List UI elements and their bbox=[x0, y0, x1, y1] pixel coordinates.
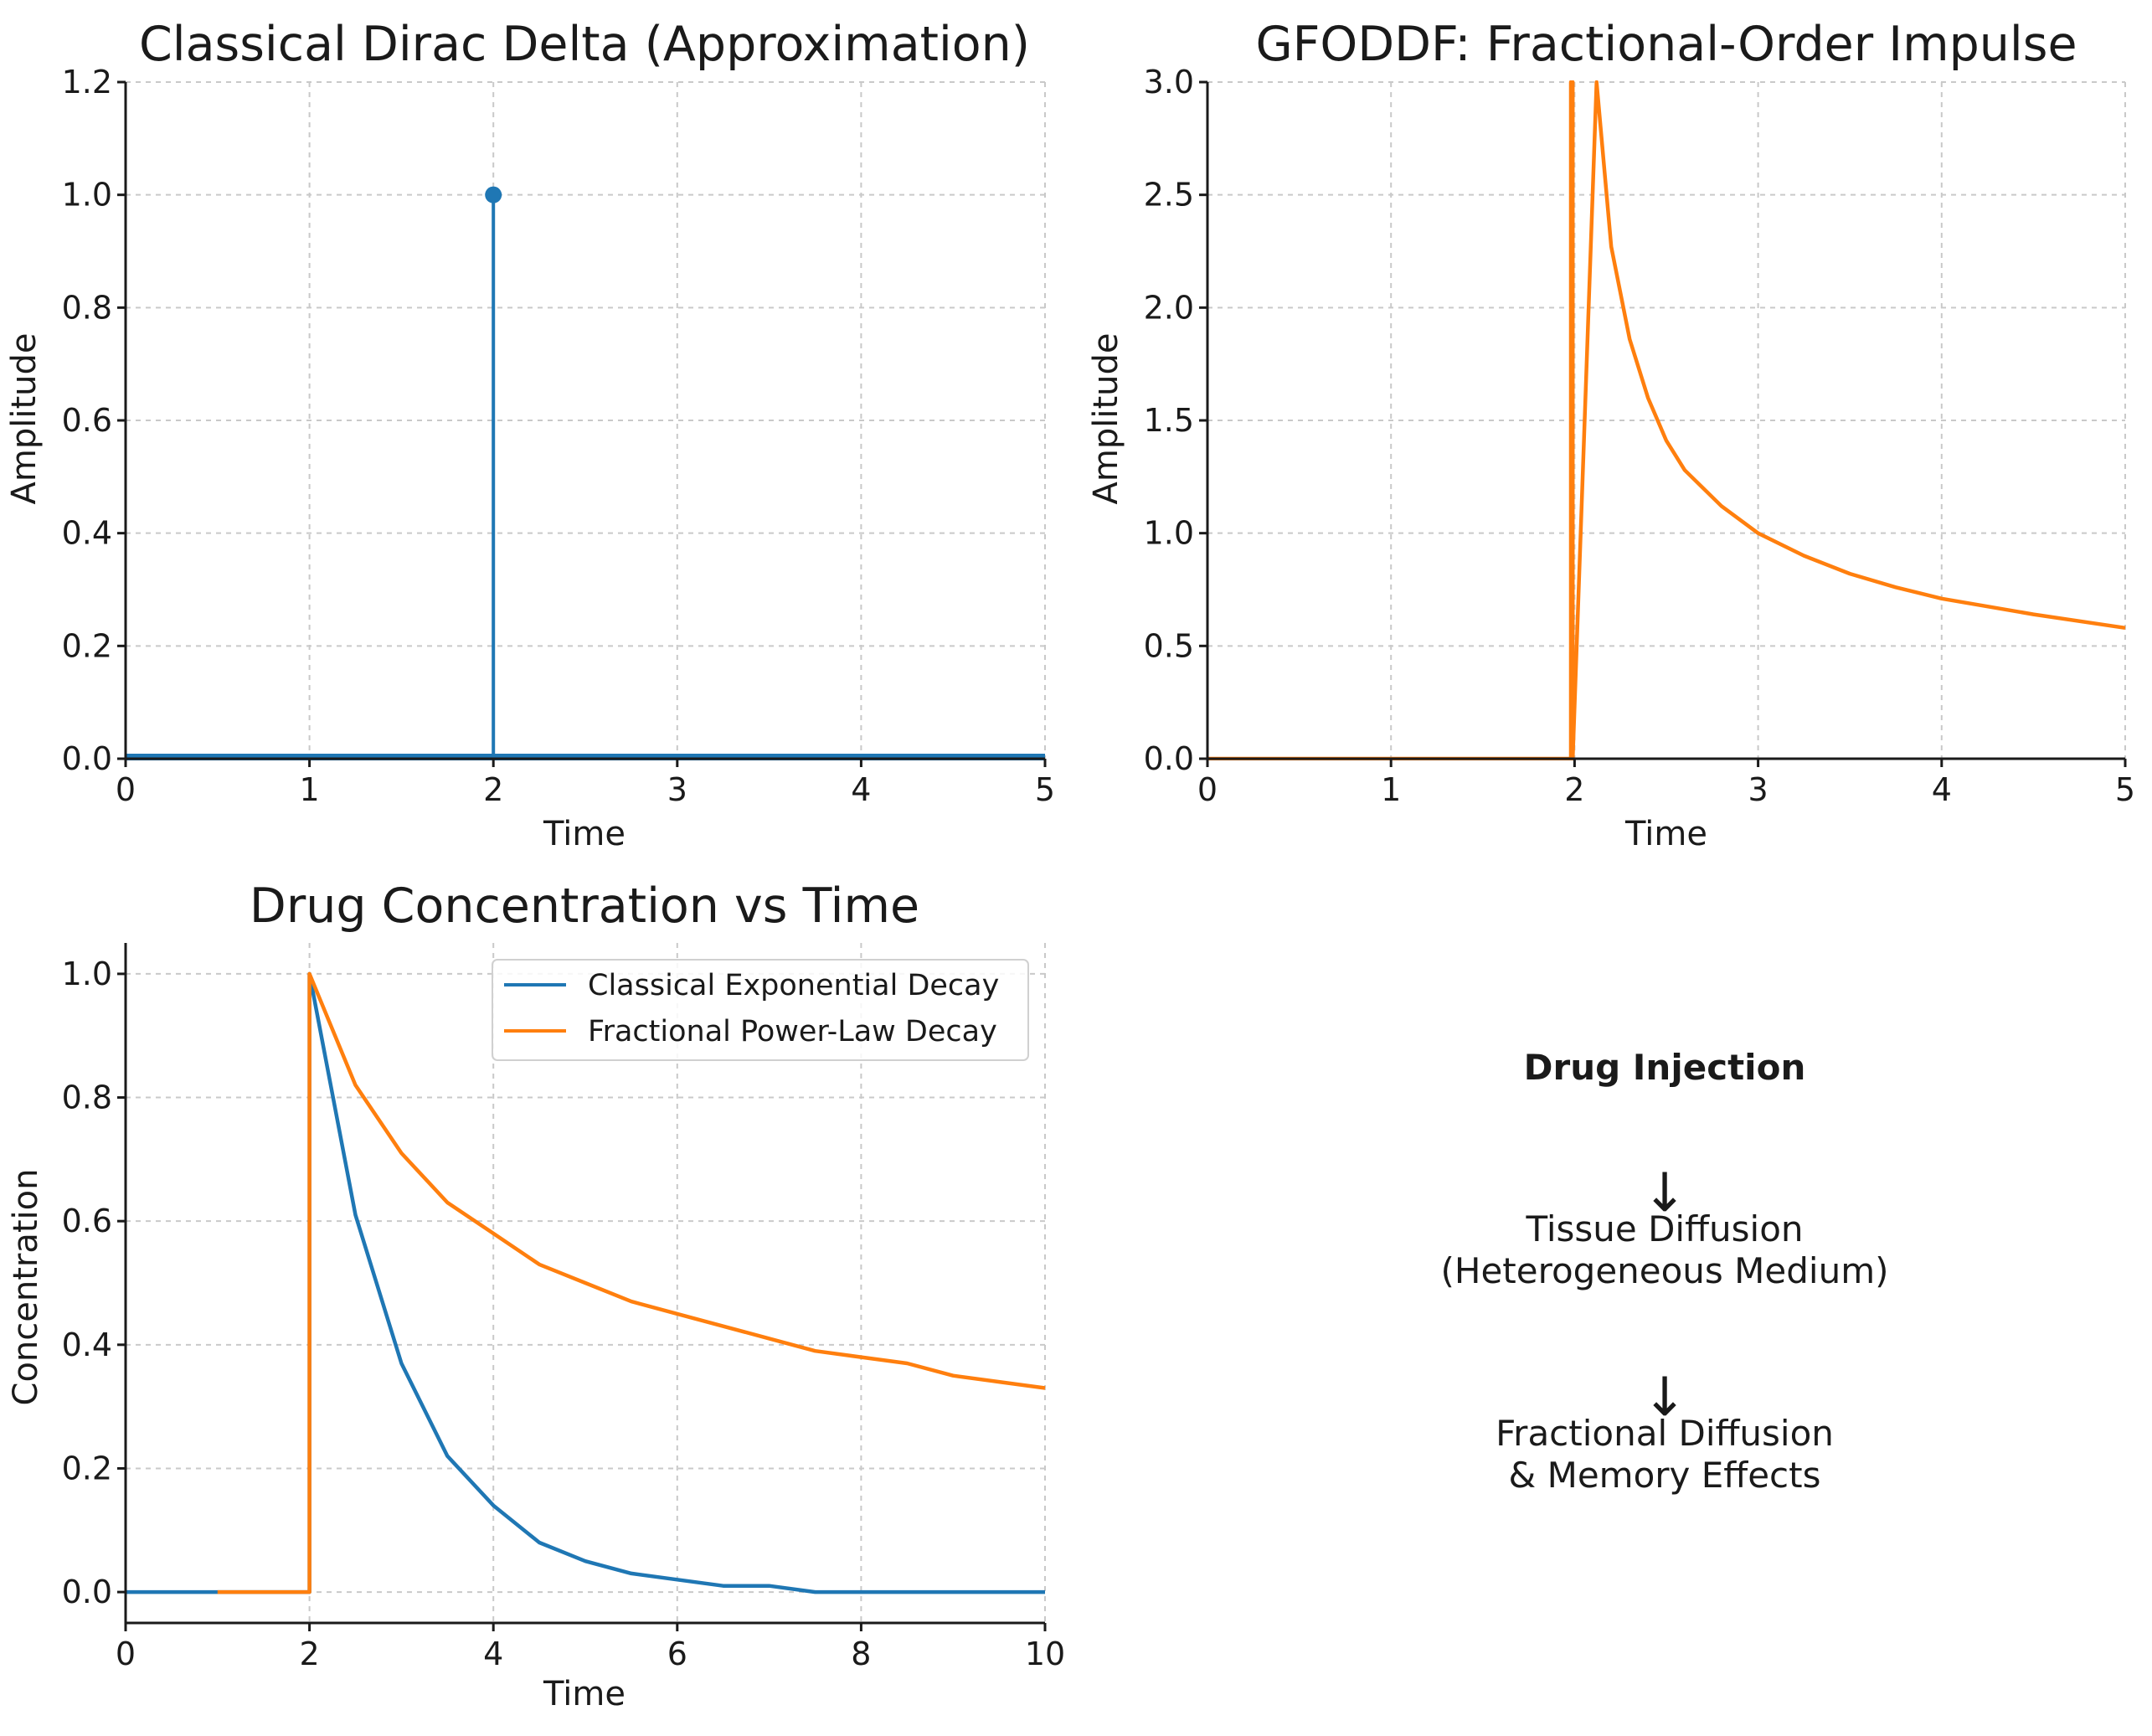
chart-ticks: 0 2 4 6 8 10 0.0 0.2 0.4 0.6 0.8 1.0 bbox=[62, 956, 1066, 1672]
x-tick-label: 5 bbox=[1035, 771, 1055, 808]
chart-title: Drug Concentration vs Time bbox=[250, 878, 919, 934]
chart-title: GFODDF: Fractional-Order Impulse bbox=[1255, 17, 2077, 72]
legend: Classical Exponential Decay Fractional P… bbox=[492, 959, 1029, 1061]
flow-step-tissue-diffusion-detail: (Heterogeneous Medium) bbox=[1441, 1250, 1889, 1291]
flow-step-memory-effects: & Memory Effects bbox=[1508, 1455, 1820, 1496]
y-tick-label: 1.0 bbox=[1144, 515, 1194, 552]
flow-diagram: Drug Injection ↓ Tissue Diffusion (Heter… bbox=[1441, 1047, 1889, 1496]
x-tick-label: 4 bbox=[483, 1636, 503, 1672]
y-axis-label: Amplitude bbox=[5, 333, 44, 505]
x-tick-label: 5 bbox=[2115, 771, 2135, 808]
chart-series-group bbox=[126, 186, 1045, 760]
series-line-2 bbox=[217, 971, 1046, 1594]
chart-grid bbox=[1207, 81, 2126, 760]
x-tick-label: 4 bbox=[851, 771, 871, 808]
chart-axes bbox=[1206, 82, 2125, 760]
y-tick-label: 0.4 bbox=[62, 515, 112, 552]
flow-step-tissue-diffusion: Tissue Diffusion bbox=[1525, 1208, 1803, 1249]
x-tick-label: 3 bbox=[667, 771, 687, 808]
chart-dirac-delta: Classical Dirac Delta (Approximation) 0 1… bbox=[5, 17, 1055, 853]
flow-step-fractional-diffusion: Fractional Diffusion bbox=[1496, 1413, 1834, 1454]
y-tick-label: 2.5 bbox=[1144, 177, 1194, 214]
y-axis-label: Amplitude bbox=[1087, 333, 1125, 505]
y-tick-label: 0.5 bbox=[1144, 627, 1194, 664]
x-tick-label: 2 bbox=[483, 771, 503, 808]
y-tick-label: 0.6 bbox=[62, 1203, 112, 1239]
x-tick-label: 10 bbox=[1025, 1636, 1065, 1672]
chart-title: Classical Dirac Delta (Approximation) bbox=[139, 17, 1030, 72]
x-axis-label: Time bbox=[1624, 815, 1707, 853]
stem-marker bbox=[485, 186, 502, 203]
chart-gfoddf: GFODDF: Fractional-Order Impulse 0 1 2 3 4 50… bbox=[1087, 17, 2135, 853]
x-tick-label: 2 bbox=[300, 1636, 320, 1672]
y-axis-label: Concentration bbox=[7, 1169, 45, 1406]
x-tick-label: 1 bbox=[300, 771, 320, 808]
chart-ticks: 0 1 2 3 4 5 0.0 0.5 1.0 1.5 2.0 2.5 3.0 bbox=[1144, 64, 2136, 808]
x-tick-label: 0 bbox=[1197, 771, 1218, 808]
y-tick-label: 3.0 bbox=[1144, 64, 1194, 100]
y-tick-label: 1.0 bbox=[62, 177, 112, 214]
y-tick-label: 0.2 bbox=[62, 627, 112, 664]
chart-axes bbox=[124, 943, 1045, 1625]
y-tick-label: 0.0 bbox=[1144, 740, 1194, 777]
x-tick-label: 8 bbox=[851, 1636, 871, 1672]
chart-grid bbox=[125, 81, 1046, 760]
x-tick-label: 2 bbox=[1564, 771, 1584, 808]
legend-label: Classical Exponential Decay bbox=[588, 969, 999, 1002]
y-tick-label: 1.2 bbox=[62, 64, 112, 100]
y-tick-label: 1.0 bbox=[62, 956, 112, 992]
y-tick-label: 0.0 bbox=[62, 1574, 112, 1610]
y-tick-label: 0.4 bbox=[62, 1326, 112, 1363]
y-tick-label: 0.8 bbox=[62, 289, 112, 326]
chart-series-group bbox=[126, 971, 1046, 1594]
x-axis-label: Time bbox=[543, 1675, 626, 1713]
legend-box bbox=[492, 959, 1029, 1061]
y-tick-label: 2.0 bbox=[1144, 289, 1194, 326]
x-tick-label: 3 bbox=[1748, 771, 1768, 808]
down-arrow-icon: ↓ bbox=[1642, 1162, 1687, 1224]
series-line-1 bbox=[126, 971, 1045, 1594]
y-tick-label: 0.8 bbox=[62, 1079, 112, 1116]
y-tick-label: 0.6 bbox=[62, 402, 112, 439]
x-tick-label: 0 bbox=[116, 1636, 136, 1672]
chart-series-group bbox=[1207, 80, 2126, 760]
x-tick-label: 1 bbox=[1381, 771, 1401, 808]
series-line-1 bbox=[1207, 80, 2126, 760]
chart-ticks: 0 1 2 3 4 5 0.0 0.2 0.4 0.6 0.8 1.0 1.2 bbox=[62, 64, 1056, 808]
chart-drug-concentration: Drug Concentration vs Time 0 2 4 6 8 10 0.0 0.2… bbox=[7, 878, 1065, 1713]
y-tick-label: 0.2 bbox=[62, 1450, 112, 1486]
x-tick-label: 4 bbox=[1932, 771, 1952, 808]
x-tick-label: 0 bbox=[116, 771, 136, 808]
x-axis-label: Time bbox=[543, 815, 626, 853]
down-arrow-icon: ↓ bbox=[1642, 1367, 1687, 1429]
legend-label: Fractional Power-Law Decay bbox=[588, 1015, 997, 1048]
x-tick-label: 6 bbox=[667, 1636, 687, 1672]
y-tick-label: 1.5 bbox=[1144, 402, 1194, 439]
chart-axes bbox=[124, 82, 1045, 760]
flow-step-drug-injection: Drug Injection bbox=[1524, 1047, 1806, 1088]
y-tick-label: 0.0 bbox=[62, 740, 112, 777]
